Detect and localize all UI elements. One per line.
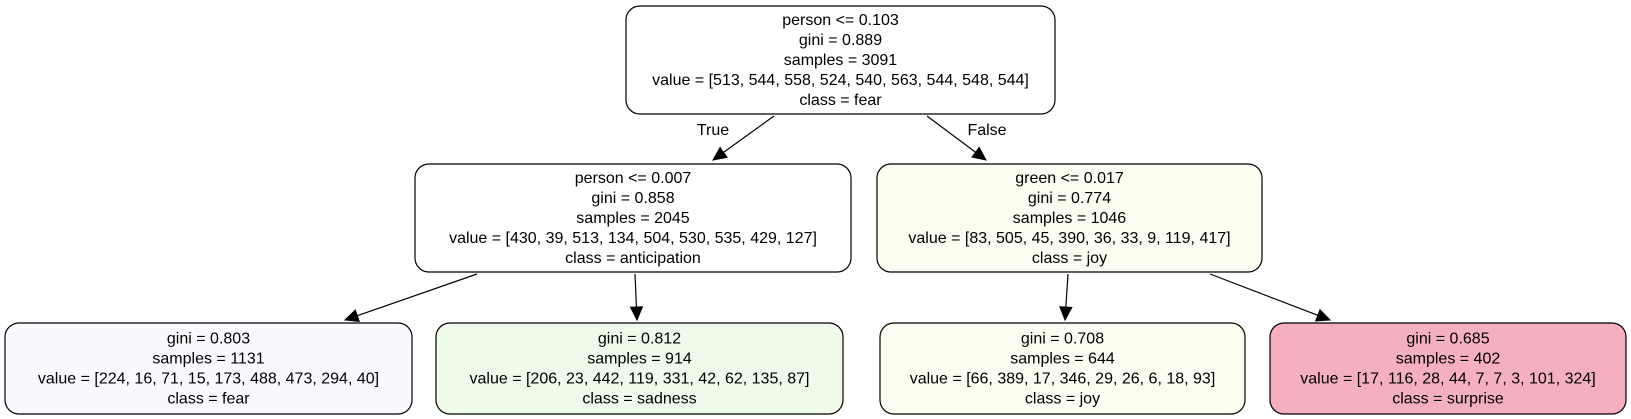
tree-node-root: person <= 0.103 gini = 0.889 samples = 309… bbox=[625, 5, 1056, 115]
node-text-line: gini = 0.685 bbox=[1406, 331, 1489, 348]
edge-label-false: False bbox=[967, 122, 1006, 139]
node-text-line: person <= 0.103 bbox=[782, 12, 899, 29]
node-text-line: value = [206, 23, 442, 119, 331, 42, 62,… bbox=[470, 371, 810, 388]
node-text-line: value = [17, 116, 28, 44, 7, 7, 3, 101, … bbox=[1300, 371, 1595, 388]
node-box bbox=[625, 5, 1056, 115]
tree-edge-root-to-right: False bbox=[926, 115, 1007, 161]
node-text-line: samples = 402 bbox=[1396, 351, 1501, 368]
edge-line bbox=[1209, 273, 1319, 316]
node-text-line: class = fear bbox=[799, 92, 882, 109]
arrowhead-icon bbox=[971, 146, 987, 161]
node-text-line: value = [83, 505, 45, 390, 36, 33, 9, 11… bbox=[908, 230, 1230, 247]
node-text-line: person <= 0.007 bbox=[575, 170, 692, 187]
node-text-line: value = [66, 389, 17, 346, 29, 26, 6, 18… bbox=[910, 371, 1216, 388]
node-box bbox=[876, 163, 1263, 273]
node-text-line: samples = 914 bbox=[587, 351, 692, 368]
arrowhead-icon bbox=[629, 306, 644, 322]
tree-edge-root-to-left: True bbox=[697, 115, 775, 161]
node-text-line: value = [224, 16, 71, 15, 173, 488, 473,… bbox=[38, 371, 379, 388]
node-text-line: gini = 0.858 bbox=[591, 190, 674, 207]
tree-node-right: green <= 0.017 gini = 0.774 samples = 1046… bbox=[876, 163, 1263, 273]
tree-node-leaf3: gini = 0.708 samples = 644 value = [66, 38… bbox=[879, 322, 1246, 415]
node-text-line: class = joy bbox=[1032, 250, 1107, 267]
node-text-line: samples = 2045 bbox=[576, 210, 690, 227]
tree-edge-right-to-leaf4 bbox=[1209, 273, 1332, 322]
node-text-line: samples = 1131 bbox=[152, 351, 264, 368]
arrowhead-icon bbox=[712, 146, 728, 161]
node-text-line: samples = 644 bbox=[1010, 351, 1115, 368]
tree-edge-left-to-leaf1 bbox=[343, 273, 478, 322]
arrowhead-icon bbox=[1314, 308, 1332, 322]
tree-node-leaf4: gini = 0.685 samples = 402 value = [17, 11… bbox=[1269, 322, 1627, 415]
node-text-line: class = anticipation bbox=[565, 250, 701, 267]
edge-line bbox=[1065, 273, 1069, 308]
node-text-line: class = joy bbox=[1025, 391, 1100, 408]
node-text-line: gini = 0.803 bbox=[167, 331, 250, 348]
arrowhead-icon bbox=[343, 309, 360, 322]
edge-label-true: True bbox=[697, 122, 729, 139]
node-text-line: gini = 0.708 bbox=[1021, 331, 1104, 348]
tree-edge-right-to-leaf3 bbox=[1059, 273, 1073, 322]
node-text-line: gini = 0.812 bbox=[598, 331, 681, 348]
node-text-line: gini = 0.774 bbox=[1028, 190, 1111, 207]
node-text-line: class = surprise bbox=[1392, 391, 1504, 408]
tree-node-leaf1: gini = 0.803 samples = 1131 value = [224, … bbox=[4, 322, 413, 415]
node-box bbox=[414, 163, 852, 273]
node-box bbox=[879, 322, 1246, 415]
edge-line bbox=[926, 115, 976, 153]
node-box bbox=[1269, 322, 1627, 415]
node-text-line: samples = 1046 bbox=[1013, 210, 1127, 227]
node-text-line: samples = 3091 bbox=[784, 52, 898, 69]
edge-line bbox=[634, 273, 638, 308]
node-box bbox=[4, 322, 413, 415]
node-text-line: green <= 0.017 bbox=[1015, 170, 1124, 187]
node-box bbox=[435, 322, 844, 415]
node-text-line: class = fear bbox=[167, 391, 250, 408]
tree-node-left: person <= 0.007 gini = 0.858 samples = 204… bbox=[414, 163, 852, 273]
edge-line bbox=[357, 273, 478, 317]
edge-line bbox=[723, 115, 775, 153]
node-text-line: class = sadness bbox=[582, 391, 696, 408]
node-text-line: value = [430, 39, 513, 134, 504, 530, 53… bbox=[449, 230, 817, 247]
arrowhead-icon bbox=[1059, 306, 1073, 322]
node-text-line: gini = 0.889 bbox=[799, 32, 882, 49]
tree-node-leaf2: gini = 0.812 samples = 914 value = [206, 2… bbox=[435, 322, 844, 415]
node-text-line: value = [513, 544, 558, 524, 540, 563, 5… bbox=[652, 72, 1029, 89]
tree-edge-left-to-leaf2 bbox=[629, 273, 644, 322]
